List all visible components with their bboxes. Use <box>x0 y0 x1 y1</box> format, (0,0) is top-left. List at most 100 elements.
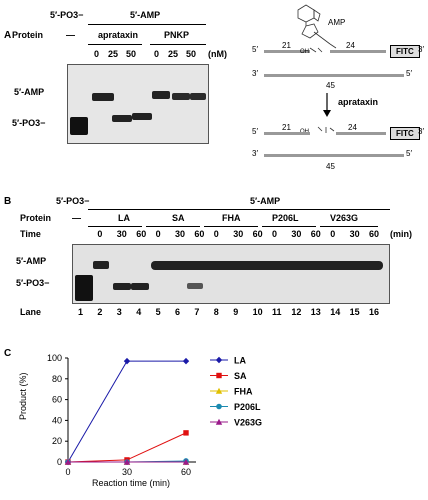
panel-a-protein-label: Protein <box>12 30 44 40</box>
lane-number-7: 7 <box>194 307 200 317</box>
panel-b-rule-sa <box>146 226 200 227</box>
panel-b-group-sa: SA <box>172 213 185 223</box>
panel-a-band-bottom-label: 5′-PO3− <box>12 118 46 128</box>
panel-a-header-right: 5′-AMP <box>130 10 161 20</box>
gel-b-band-upper-row <box>151 261 383 270</box>
panel-b-group-p206l: P206L <box>272 213 299 223</box>
time-label-4: 60 <box>136 229 147 239</box>
panel-a-conc-5: 25 <box>168 49 179 59</box>
x-tick-label-60: 60 <box>181 467 191 477</box>
y-tick-label-0: 0 <box>57 457 62 467</box>
panel-a-conc-3: 50 <box>126 49 137 59</box>
schem-lower-bot3: 3′ <box>252 149 258 158</box>
panel-a-letter: A <box>4 30 12 41</box>
panel-b-group-v263g: V263G <box>330 213 359 223</box>
time-label-3: 30 <box>116 229 127 239</box>
gel-b-band-lane2 <box>93 261 109 269</box>
panel-a-unit: (nM) <box>208 49 227 59</box>
schem-lower-num24: 24 <box>348 123 357 132</box>
panel-b-band-top-label: 5′-AMP <box>16 256 47 266</box>
gel-b-band-lane7 <box>187 283 203 289</box>
gel-a-band-lane6 <box>172 93 190 100</box>
schem-oh-top: OH <box>300 49 309 55</box>
schem-lower-num21: 21 <box>282 123 291 132</box>
schem-num45: 45 <box>326 81 335 90</box>
y-tick-label-20: 20 <box>52 436 62 446</box>
lane-number-11: 11 <box>272 307 282 317</box>
gel-a-band-lane5 <box>152 91 170 99</box>
panel-a-conc-2: 25 <box>108 49 119 59</box>
schem-lower-fitc-box: FITC <box>390 127 420 140</box>
lane-number-5: 5 <box>155 307 161 317</box>
lane-number-6: 6 <box>175 307 181 317</box>
panel-b-group-fha: FHA <box>222 213 241 223</box>
panel-b-letter: B <box>4 196 12 207</box>
gel-a-band-lane1 <box>70 117 88 135</box>
panel-a-header-left: 5′-PO3− <box>50 10 84 20</box>
gel-a-band-lane4 <box>132 113 152 120</box>
schem-bot3: 3′ <box>252 69 258 78</box>
panel-b-header-rule <box>88 209 390 210</box>
gel-a-band-lane7 <box>190 93 206 100</box>
panel-b-rule-p206l <box>262 226 316 227</box>
point-la-30 <box>123 357 131 365</box>
panel-a-group-pnkp: PNKP <box>164 30 190 40</box>
lane-number-16: 16 <box>369 307 380 317</box>
schem-arrow-head-icon <box>323 110 331 117</box>
gel-a-band-lane3 <box>112 115 132 122</box>
schem-fitc-box: FITC <box>390 45 420 58</box>
lane-number-10: 10 <box>252 307 263 317</box>
panel-a-group-rule-2 <box>150 44 206 45</box>
schem-lower-top3: 3′ <box>418 127 424 136</box>
legend-label-fha: FHA <box>234 387 253 397</box>
lane-number-15: 15 <box>349 307 360 317</box>
panel-a-dash: — <box>66 30 75 40</box>
panel-b-header-right: 5′-AMP <box>250 196 281 206</box>
y-tick-label-60: 60 <box>52 395 62 405</box>
point-la-60 <box>182 357 190 365</box>
panel-a-group-rule-1 <box>88 44 142 45</box>
x-tick-label-0: 0 <box>65 467 70 477</box>
series-line-la <box>67 360 186 463</box>
legend-label-p206l: P206L <box>234 402 261 412</box>
time-label-14: 0 <box>330 229 336 239</box>
schem-top3: 3′ <box>418 45 424 54</box>
x-tick-label-30: 30 <box>122 467 132 477</box>
lane-number-9: 9 <box>233 307 239 317</box>
panel-b-group-la: LA <box>118 213 130 223</box>
schem-arrow-label: aprataxin <box>338 97 379 107</box>
gel-b-band-lane1 <box>75 275 93 301</box>
point-v263g-0 <box>64 458 72 465</box>
panel-c-letter: C <box>4 348 12 359</box>
lane-number-3: 3 <box>116 307 122 317</box>
panel-a-band-top-label: 5′-AMP <box>14 87 45 97</box>
schem-lower-top-right <box>336 132 386 135</box>
y-tick-label-100: 100 <box>47 353 62 363</box>
legend-marker-v263g <box>215 418 223 425</box>
panel-b-rule-la <box>88 226 142 227</box>
panel-a-conc-1: 0 <box>94 49 100 59</box>
schem-amp-label: AMP <box>328 18 346 27</box>
panel-a-header-rule <box>88 24 206 25</box>
legend-marker-la <box>215 356 223 364</box>
schem-lower-top5: 5′ <box>252 127 258 136</box>
y-tick-label-40: 40 <box>52 415 62 425</box>
panel-b-band-bottom-label: 5′-PO3− <box>16 278 50 288</box>
legend-marker-p206l <box>216 403 222 410</box>
time-label-7: 60 <box>194 229 205 239</box>
time-label-15: 30 <box>349 229 360 239</box>
time-label-16: 60 <box>369 229 380 239</box>
time-label-6: 30 <box>175 229 186 239</box>
schem-top-strand-right <box>330 50 386 53</box>
time-label-12: 30 <box>291 229 302 239</box>
time-label-9: 30 <box>233 229 244 239</box>
schem-lower-num45: 45 <box>326 162 335 171</box>
panel-b-header-left: 5′-PO3− <box>56 196 90 206</box>
schem-top5: 5′ <box>252 45 258 54</box>
panel-a-conc-6: 50 <box>186 49 197 59</box>
panel-b-rule-fha <box>204 226 258 227</box>
panel-a-group-aprataxin: aprataxin <box>98 30 139 40</box>
point-v263g-30 <box>123 458 131 465</box>
time-label-5: 0 <box>155 229 161 239</box>
gel-b-band-lane4 <box>131 283 149 290</box>
